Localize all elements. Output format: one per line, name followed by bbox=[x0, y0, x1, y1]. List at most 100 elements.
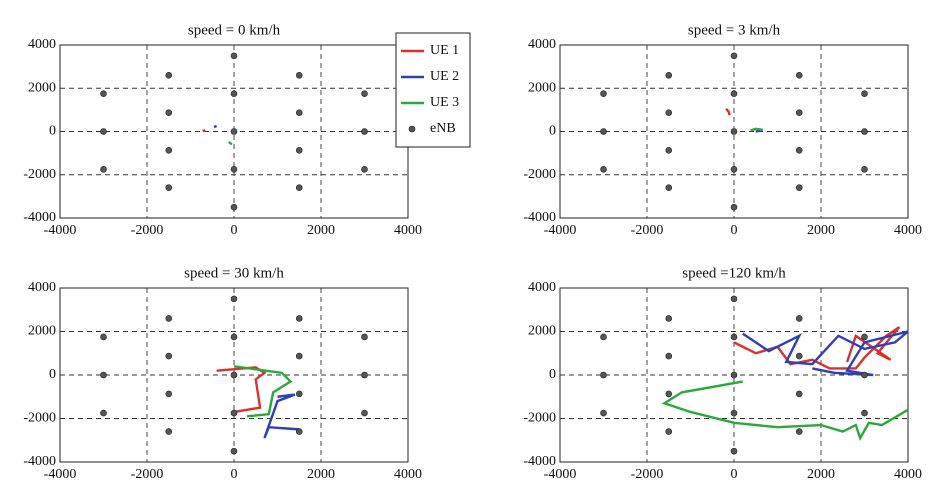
legend-label: eNB bbox=[430, 121, 456, 136]
enb-point bbox=[231, 53, 237, 59]
enb-point bbox=[601, 334, 607, 340]
x-tick-label: 2000 bbox=[807, 467, 835, 482]
x-tick-label: -4000 bbox=[44, 223, 77, 238]
enb-point bbox=[101, 91, 107, 97]
enb-point bbox=[362, 334, 368, 340]
enb-point bbox=[166, 353, 172, 359]
enb-point bbox=[101, 334, 107, 340]
enb-point bbox=[296, 110, 302, 116]
enb-point bbox=[796, 353, 802, 359]
enb-point bbox=[101, 166, 107, 172]
enb-point bbox=[601, 91, 607, 97]
enb-point bbox=[362, 372, 368, 378]
enb-point bbox=[666, 315, 672, 321]
y-tick-label: 4000 bbox=[28, 280, 56, 295]
enb-point bbox=[796, 315, 802, 321]
enb-point bbox=[166, 147, 172, 153]
y-tick-label: -2000 bbox=[23, 167, 56, 182]
enb-point bbox=[166, 110, 172, 116]
enb-point bbox=[362, 91, 368, 97]
enb-point bbox=[231, 166, 237, 172]
x-tick-label: -2000 bbox=[631, 223, 664, 238]
legend-label: UE 3 bbox=[430, 95, 459, 110]
enb-point bbox=[296, 391, 302, 397]
enb-point bbox=[296, 147, 302, 153]
enb-point bbox=[601, 372, 607, 378]
y-tick-label: 2000 bbox=[528, 80, 556, 95]
enb-point bbox=[231, 410, 237, 416]
enb-point bbox=[231, 129, 237, 135]
enb-point bbox=[731, 129, 737, 135]
enb-point bbox=[862, 166, 868, 172]
ue-trajectory bbox=[751, 129, 763, 131]
legend-label: UE 1 bbox=[430, 43, 459, 58]
enb-point bbox=[601, 166, 607, 172]
x-tick-label: 2000 bbox=[807, 223, 835, 238]
x-tick-label: -2000 bbox=[131, 467, 164, 482]
enb-point bbox=[731, 372, 737, 378]
chart-title: speed = 3 km/h bbox=[688, 22, 781, 38]
enb-point bbox=[796, 185, 802, 191]
enb-point bbox=[862, 410, 868, 416]
enb-point bbox=[166, 185, 172, 191]
enb-point bbox=[296, 429, 302, 435]
enb-point bbox=[231, 91, 237, 97]
enb-point bbox=[796, 147, 802, 153]
x-tick-label: 0 bbox=[231, 467, 238, 482]
enb-point bbox=[731, 448, 737, 454]
enb-point bbox=[666, 391, 672, 397]
enb-point bbox=[862, 129, 868, 135]
enb-point bbox=[601, 410, 607, 416]
y-tick-label: -4000 bbox=[23, 210, 56, 225]
ue-trajectory bbox=[214, 126, 217, 127]
legend-marker bbox=[409, 126, 415, 132]
enb-point bbox=[601, 129, 607, 135]
enb-point bbox=[362, 166, 368, 172]
x-tick-label: 4000 bbox=[894, 467, 922, 482]
enb-point bbox=[731, 166, 737, 172]
chart-title: speed =120 km/h bbox=[682, 265, 786, 281]
enb-point bbox=[101, 410, 107, 416]
x-tick-label: -2000 bbox=[631, 467, 664, 482]
y-tick-label: 4000 bbox=[28, 37, 56, 52]
x-tick-label: 4000 bbox=[394, 223, 422, 238]
enb-point bbox=[862, 372, 868, 378]
chart-title: speed = 30 km/h bbox=[184, 265, 284, 281]
enb-point bbox=[731, 91, 737, 97]
enb-point bbox=[862, 334, 868, 340]
chart-title: speed = 0 km/h bbox=[188, 22, 281, 38]
legend-label: UE 2 bbox=[430, 69, 459, 84]
enb-point bbox=[862, 91, 868, 97]
enb-point bbox=[731, 53, 737, 59]
enb-point bbox=[296, 185, 302, 191]
y-tick-label: -2000 bbox=[23, 411, 56, 426]
y-tick-label: 0 bbox=[49, 367, 56, 382]
enb-point bbox=[796, 72, 802, 78]
enb-point bbox=[666, 353, 672, 359]
y-tick-label: -2000 bbox=[523, 167, 556, 182]
enb-point bbox=[101, 129, 107, 135]
enb-point bbox=[362, 410, 368, 416]
ue-trajectory bbox=[203, 130, 206, 131]
y-tick-label: 0 bbox=[49, 124, 56, 139]
enb-point bbox=[731, 296, 737, 302]
enb-point bbox=[362, 129, 368, 135]
enb-point bbox=[231, 204, 237, 210]
x-tick-label: 4000 bbox=[394, 467, 422, 482]
enb-point bbox=[296, 72, 302, 78]
x-tick-label: 0 bbox=[731, 223, 738, 238]
enb-point bbox=[296, 315, 302, 321]
x-tick-label: -4000 bbox=[544, 467, 577, 482]
enb-point bbox=[231, 448, 237, 454]
x-tick-label: 0 bbox=[731, 467, 738, 482]
x-tick-label: 0 bbox=[231, 223, 238, 238]
enb-point bbox=[796, 391, 802, 397]
enb-point bbox=[796, 110, 802, 116]
enb-point bbox=[166, 429, 172, 435]
enb-point bbox=[666, 429, 672, 435]
enb-point bbox=[231, 334, 237, 340]
enb-point bbox=[166, 391, 172, 397]
y-tick-label: 0 bbox=[549, 124, 556, 139]
enb-point bbox=[731, 204, 737, 210]
enb-point bbox=[296, 353, 302, 359]
